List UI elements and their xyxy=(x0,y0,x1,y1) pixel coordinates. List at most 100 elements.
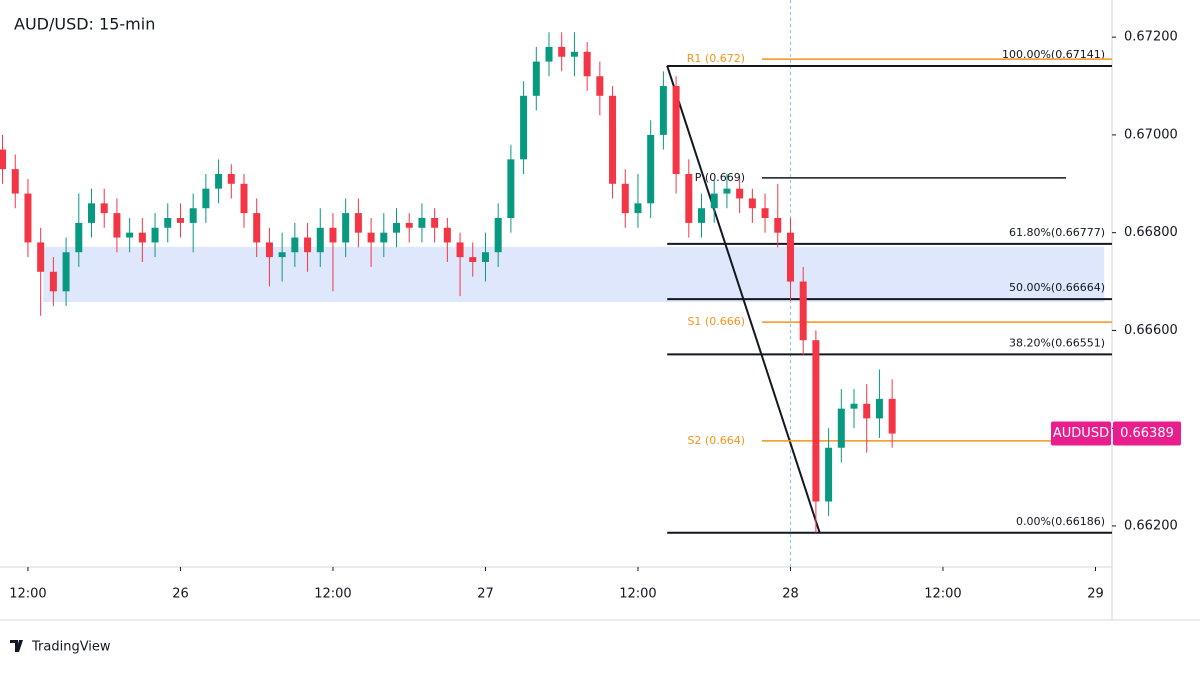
candle-body xyxy=(138,232,146,243)
brand: TradingView xyxy=(31,640,111,655)
candle-body xyxy=(621,183,629,214)
x-tick-label: 12:00 xyxy=(9,587,46,602)
fib-label: 38.20%(0.66551) xyxy=(1009,336,1105,349)
candle-body xyxy=(748,198,756,209)
candle-body xyxy=(837,408,845,448)
candle-body xyxy=(405,222,413,228)
y-tick-label: 0.66600 xyxy=(1124,323,1178,338)
candle-body xyxy=(88,203,96,223)
x-tick-label: 12:00 xyxy=(619,587,656,602)
x-tick-label: 29 xyxy=(1087,587,1104,602)
candle-body xyxy=(393,222,401,233)
candle-body xyxy=(265,242,273,258)
candle-body xyxy=(532,61,540,96)
candle-body xyxy=(316,227,324,253)
x-tick-label: 12:00 xyxy=(924,587,961,602)
candle-body xyxy=(62,252,70,292)
candle-body xyxy=(799,281,807,341)
x-tick-label: 12:00 xyxy=(314,587,351,602)
candle-body xyxy=(291,237,299,253)
candle-body xyxy=(0,149,7,170)
candle-body xyxy=(710,193,718,209)
candle-body xyxy=(253,213,261,243)
candle-body xyxy=(469,257,477,262)
candle-body xyxy=(202,188,210,209)
y-tick-label: 0.66200 xyxy=(1124,518,1178,533)
candle-body xyxy=(456,242,464,258)
pivot-label: R1 (0.672) xyxy=(687,52,745,65)
y-tick-label: 0.67000 xyxy=(1124,127,1178,142)
candle-body xyxy=(634,203,642,214)
candle-body xyxy=(11,169,19,194)
candle-body xyxy=(100,203,108,214)
candle-body xyxy=(570,51,578,57)
candle-body xyxy=(431,218,439,228)
candle-body xyxy=(37,242,45,272)
candle-body xyxy=(774,218,782,233)
x-tick-label: 27 xyxy=(477,587,494,602)
fib-trend-line xyxy=(666,65,821,534)
candle-body xyxy=(723,188,731,194)
candle-body xyxy=(24,193,32,243)
fib-label: 100.00%(0.67141) xyxy=(1002,48,1105,61)
pivot-label: S2 (0.664) xyxy=(687,434,745,447)
pivot-label: P (0.669) xyxy=(695,171,745,184)
x-tick-label: 28 xyxy=(782,587,799,602)
fib-label: 50.00%(0.66664) xyxy=(1009,281,1105,294)
fib-label: 61.80%(0.66777) xyxy=(1009,226,1105,239)
candle-body xyxy=(164,218,172,228)
candle-body xyxy=(354,213,362,233)
price-tag-symbol: AUDUSD xyxy=(1053,426,1109,441)
candle-body xyxy=(698,208,706,223)
candle-body xyxy=(609,95,617,184)
candle-body xyxy=(176,218,184,223)
candle-body xyxy=(863,403,871,419)
candle-body xyxy=(888,398,896,434)
candle-body xyxy=(227,174,235,184)
support-zone xyxy=(43,246,1105,303)
candle-body xyxy=(367,232,375,243)
pivot-label: S1 (0.666) xyxy=(687,315,745,328)
candle-body xyxy=(685,174,693,223)
candle-body xyxy=(240,183,248,214)
candle-body xyxy=(380,232,388,243)
candle-body xyxy=(304,237,312,253)
price-tag-symbol-bg xyxy=(1051,421,1111,446)
candle-body xyxy=(151,227,159,243)
candle-body xyxy=(850,403,858,409)
y-tick-label: 0.67200 xyxy=(1124,30,1178,45)
candle-body xyxy=(761,208,769,219)
candle-body xyxy=(75,222,83,253)
logo: TradingView xyxy=(10,640,111,655)
candle-body xyxy=(558,46,566,57)
price-tag-value: 0.66389 xyxy=(1120,426,1174,441)
candle-body xyxy=(481,252,489,262)
candle-body xyxy=(507,159,515,219)
candle-body xyxy=(443,227,451,243)
y-tick-label: 0.66800 xyxy=(1124,225,1178,240)
candle-body xyxy=(278,252,286,258)
candle-body xyxy=(189,208,197,223)
candle-body xyxy=(647,134,655,204)
candle-body xyxy=(596,76,604,96)
candle-body xyxy=(520,95,528,160)
candle-body xyxy=(113,213,121,238)
candle-body xyxy=(545,46,553,62)
candle-body xyxy=(825,447,833,502)
chart-title: AUD/USD: 15-min xyxy=(14,15,155,34)
candle-body xyxy=(215,174,223,189)
plot: 100.00%(0.67141) 61.80%(0.66777) 50.00%(0.… xyxy=(0,0,1116,571)
candle-body xyxy=(329,227,337,243)
logo-icon xyxy=(10,640,23,652)
candle-body xyxy=(672,86,680,175)
price-tag-value-bg xyxy=(1113,421,1181,446)
candle-body xyxy=(583,51,591,77)
candle-body xyxy=(342,213,350,243)
x-tick-label: 26 xyxy=(172,587,189,602)
candle-body xyxy=(659,86,667,135)
candle-body xyxy=(49,271,57,292)
candle-body xyxy=(812,340,820,502)
fib-label: 0.00%(0.66186) xyxy=(1016,515,1105,528)
candle-body xyxy=(494,218,502,253)
